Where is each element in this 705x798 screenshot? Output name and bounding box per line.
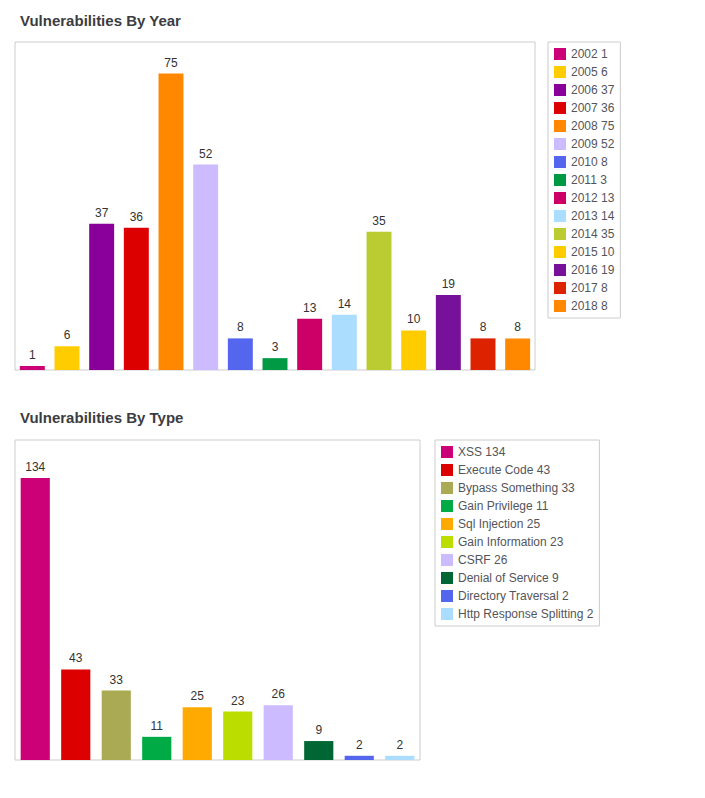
svg-text:2002 1: 2002 1 xyxy=(571,47,608,61)
svg-text:2014 35: 2014 35 xyxy=(571,227,615,241)
svg-text:Sql Injection 25: Sql Injection 25 xyxy=(458,517,540,531)
svg-text:Vulnerabilities By Year: Vulnerabilities By Year xyxy=(20,12,181,29)
svg-text:2009 52: 2009 52 xyxy=(571,137,615,151)
svg-text:2: 2 xyxy=(396,738,403,752)
svg-text:75: 75 xyxy=(164,56,178,70)
svg-text:Gain Information 23: Gain Information 23 xyxy=(458,535,564,549)
svg-text:1: 1 xyxy=(29,348,36,362)
svg-text:25: 25 xyxy=(191,689,205,703)
svg-text:37: 37 xyxy=(95,206,109,220)
svg-text:43: 43 xyxy=(69,651,83,665)
svg-text:2010 8: 2010 8 xyxy=(571,155,608,169)
svg-text:11: 11 xyxy=(151,719,164,733)
svg-text:2005 6: 2005 6 xyxy=(571,65,608,79)
svg-text:3: 3 xyxy=(272,340,279,354)
svg-text:52: 52 xyxy=(199,147,213,161)
svg-text:Bypass Something 33: Bypass Something 33 xyxy=(458,481,575,495)
svg-text:8: 8 xyxy=(237,320,244,334)
svg-text:2006 37: 2006 37 xyxy=(571,83,615,97)
svg-text:Directory Traversal 2: Directory Traversal 2 xyxy=(458,589,569,603)
svg-text:19: 19 xyxy=(442,277,456,291)
svg-text:33: 33 xyxy=(110,673,124,687)
svg-text:2016 19: 2016 19 xyxy=(571,263,615,277)
svg-text:134: 134 xyxy=(25,460,45,474)
svg-text:14: 14 xyxy=(338,297,352,311)
svg-text:CSRF 26: CSRF 26 xyxy=(458,553,508,567)
svg-text:8: 8 xyxy=(480,320,487,334)
svg-text:8: 8 xyxy=(514,320,521,334)
svg-text:2015 10: 2015 10 xyxy=(571,245,615,259)
svg-text:2008 75: 2008 75 xyxy=(571,119,615,133)
svg-text:Gain Privilege 11: Gain Privilege 11 xyxy=(458,499,549,513)
svg-text:2017 8: 2017 8 xyxy=(571,281,608,295)
svg-text:2012 13: 2012 13 xyxy=(571,191,615,205)
svg-text:35: 35 xyxy=(372,214,386,228)
svg-text:2013 14: 2013 14 xyxy=(571,209,615,223)
svg-text:2011 3: 2011 3 xyxy=(571,173,607,187)
svg-text:2007 36: 2007 36 xyxy=(571,101,615,115)
svg-text:2018 8: 2018 8 xyxy=(571,299,608,313)
svg-text:23: 23 xyxy=(231,694,245,708)
svg-text:6: 6 xyxy=(64,328,71,342)
svg-text:XSS 134: XSS 134 xyxy=(458,445,506,459)
svg-text:10: 10 xyxy=(407,312,421,326)
svg-text:Vulnerabilities By Type: Vulnerabilities By Type xyxy=(20,409,183,426)
svg-text:36: 36 xyxy=(130,210,144,224)
svg-text:Http Response Splitting 2: Http Response Splitting 2 xyxy=(458,607,594,621)
svg-text:13: 13 xyxy=(303,301,317,315)
svg-text:26: 26 xyxy=(272,687,286,701)
svg-text:Execute Code 43: Execute Code 43 xyxy=(458,463,550,477)
svg-text:Denial of Service 9: Denial of Service 9 xyxy=(458,571,559,585)
svg-text:2: 2 xyxy=(356,738,363,752)
svg-text:9: 9 xyxy=(315,723,322,737)
